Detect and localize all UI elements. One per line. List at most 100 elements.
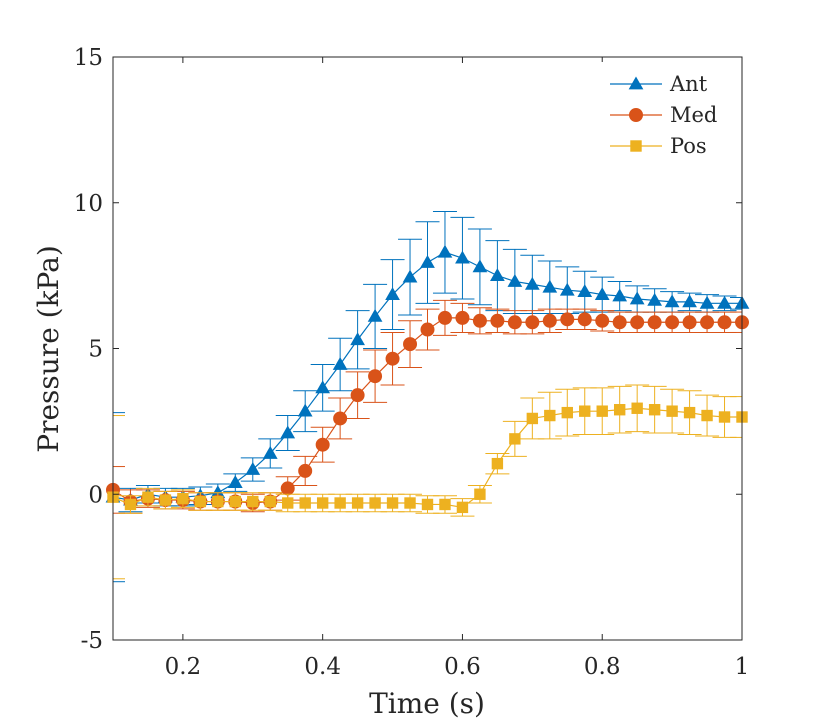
data-point <box>648 404 661 416</box>
data-point <box>350 332 365 346</box>
legend-box <box>600 62 730 172</box>
data-point <box>629 291 645 305</box>
data-point <box>631 402 643 414</box>
data-point <box>368 369 383 384</box>
data-point <box>402 269 418 283</box>
data-point <box>472 259 488 273</box>
data-point <box>612 288 628 302</box>
data-point <box>386 497 399 509</box>
data-point <box>560 312 575 327</box>
y-tick-label: 10 <box>74 191 103 217</box>
data-point <box>455 310 470 325</box>
data-point <box>403 337 418 352</box>
data-point <box>351 497 364 509</box>
data-point <box>420 322 435 337</box>
data-point <box>699 295 715 309</box>
data-point <box>316 497 329 509</box>
data-point <box>280 481 295 496</box>
x-tick-label: 1 <box>735 654 750 680</box>
data-point <box>124 498 137 511</box>
x-tick-label: 0.8 <box>584 654 621 680</box>
data-point <box>472 313 487 328</box>
data-point <box>544 409 556 422</box>
data-point <box>717 315 732 330</box>
data-point <box>474 488 486 500</box>
y-axis-label: Pressure (kPa) <box>32 245 65 453</box>
data-point <box>420 254 435 268</box>
ticks-layer: 0.2 0.4 0.6 0.8 1 -5 0 5 10 15 <box>74 45 750 680</box>
data-point <box>717 295 732 309</box>
data-point <box>333 411 348 426</box>
y-tick-label: 15 <box>74 45 103 71</box>
data-point <box>142 491 154 503</box>
data-point <box>404 497 416 509</box>
data-point <box>507 315 522 330</box>
data-point <box>612 315 627 330</box>
data-point <box>439 498 451 511</box>
data-point <box>525 315 540 330</box>
data-point <box>577 284 593 298</box>
data-point <box>385 351 400 366</box>
data-point <box>280 425 296 439</box>
data-point <box>315 437 330 452</box>
data-point <box>245 461 261 475</box>
y-tick-label: -5 <box>81 628 103 654</box>
data-point <box>594 287 610 300</box>
data-point <box>159 494 172 506</box>
data-point <box>683 406 696 419</box>
data-point <box>367 308 383 322</box>
data-point <box>559 282 575 296</box>
x-tick-label: 0.2 <box>165 654 202 680</box>
data-point <box>332 357 348 370</box>
data-point <box>491 457 504 470</box>
data-point <box>526 412 539 425</box>
data-point <box>596 405 608 417</box>
data-point <box>490 313 505 328</box>
data-point <box>334 497 346 509</box>
data-point <box>194 495 207 508</box>
data-point <box>229 495 242 508</box>
data-point <box>613 404 626 416</box>
data-point <box>542 313 557 328</box>
data-point <box>542 279 558 293</box>
data-point <box>282 497 294 509</box>
data-point <box>437 244 453 258</box>
legend-label: Med <box>670 103 717 127</box>
data-point <box>561 406 573 419</box>
data-point <box>227 475 243 488</box>
data-point <box>350 388 365 403</box>
data-point <box>666 405 678 417</box>
series-layer <box>105 210 750 583</box>
data-point <box>299 497 311 509</box>
data-point <box>595 313 610 328</box>
data-point <box>647 315 662 330</box>
data-point <box>298 463 313 478</box>
data-point <box>421 498 434 511</box>
legend-label: Pos <box>670 134 707 158</box>
data-point <box>369 497 381 509</box>
data-point <box>664 294 680 308</box>
data-point <box>509 433 521 445</box>
data-point <box>247 495 259 508</box>
data-point <box>264 495 276 508</box>
data-point <box>682 315 697 330</box>
legend-marker <box>630 140 642 152</box>
legend-marker <box>629 108 643 122</box>
data-point <box>385 287 400 300</box>
data-point <box>577 312 592 327</box>
y-tick-label: 0 <box>88 482 103 508</box>
x-tick-label: 0.6 <box>444 654 481 680</box>
series-ant <box>105 210 750 583</box>
legend-item-med: Med <box>610 103 717 127</box>
data-point <box>682 294 697 308</box>
data-point <box>437 310 452 325</box>
data-point <box>315 380 331 394</box>
y-tick-label: 5 <box>88 337 103 363</box>
x-tick-label: 0.4 <box>304 654 341 680</box>
data-point <box>297 403 313 417</box>
legend-item-pos: Pos <box>610 134 707 158</box>
data-point <box>718 411 731 423</box>
data-point <box>630 315 645 330</box>
legend-marker <box>628 76 644 90</box>
data-point <box>507 273 523 287</box>
